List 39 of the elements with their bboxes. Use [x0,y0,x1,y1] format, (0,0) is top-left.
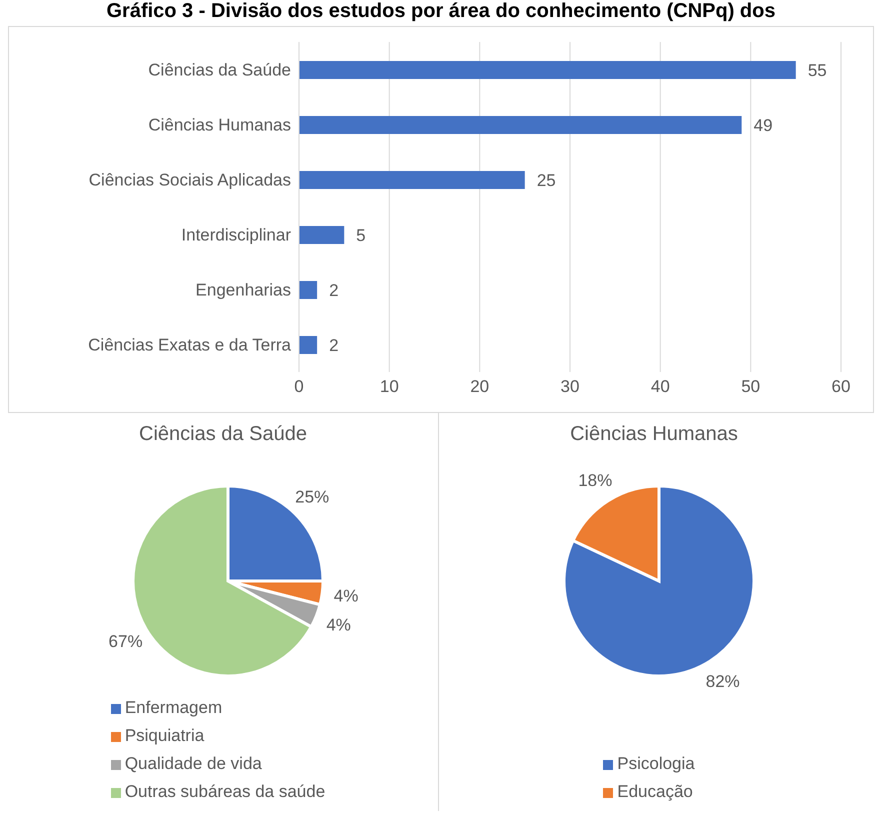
bar [299,226,344,244]
y-tick-label: Ciências da Saúde [148,60,291,80]
data-label: 55 [808,61,827,80]
x-tick-label: 0 [294,377,304,396]
legend-label: Outras subáreas da saúde [124,782,326,801]
data-label: 67% [108,632,143,652]
data-label: 4% [326,615,351,634]
x-tick-label: 20 [470,377,490,396]
y-tick-label: Ciências Exatas e da Terra [88,336,292,355]
y-tick-label: Ciências Sociais Aplicadas [88,170,291,190]
y-tick-label: Engenharias [196,280,291,300]
bar [299,281,318,299]
bar [299,171,525,189]
x-tick-label: 30 [560,377,580,396]
data-label: 2 [329,336,339,356]
data-label: 5 [356,226,366,246]
legend-label: Enfermagem [124,698,222,717]
data-label: 25% [295,487,330,506]
data-label: 18% [578,471,612,490]
bar [299,336,318,354]
legend-label: Psiquiatria [124,726,204,745]
y-tick-label: Ciências Humanas [148,116,291,135]
y-tick-label: Interdisciplinar [181,226,292,245]
data-label: 25 [536,171,556,190]
bar [299,116,742,134]
x-tick-label: 40 [650,377,670,396]
data-label: 4% [334,586,358,606]
x-tick-label: 10 [380,377,399,396]
x-tick-label: 50 [741,377,760,396]
data-label: 49 [754,116,773,136]
legend-label: Educação [617,782,693,801]
bar [299,61,796,79]
legend-label: Qualidade de vida [124,754,262,773]
chart-title: Gráfico 3 - Divisão dos estudos por área do conhecimento (CNPq) dos [105,0,776,24]
data-label: 2 [329,281,339,300]
chart-title: Ciências Humanas [569,423,739,446]
x-tick-label: 60 [832,377,850,396]
legend-label: Psicologia [617,754,695,773]
data-label: 82% [706,672,740,691]
